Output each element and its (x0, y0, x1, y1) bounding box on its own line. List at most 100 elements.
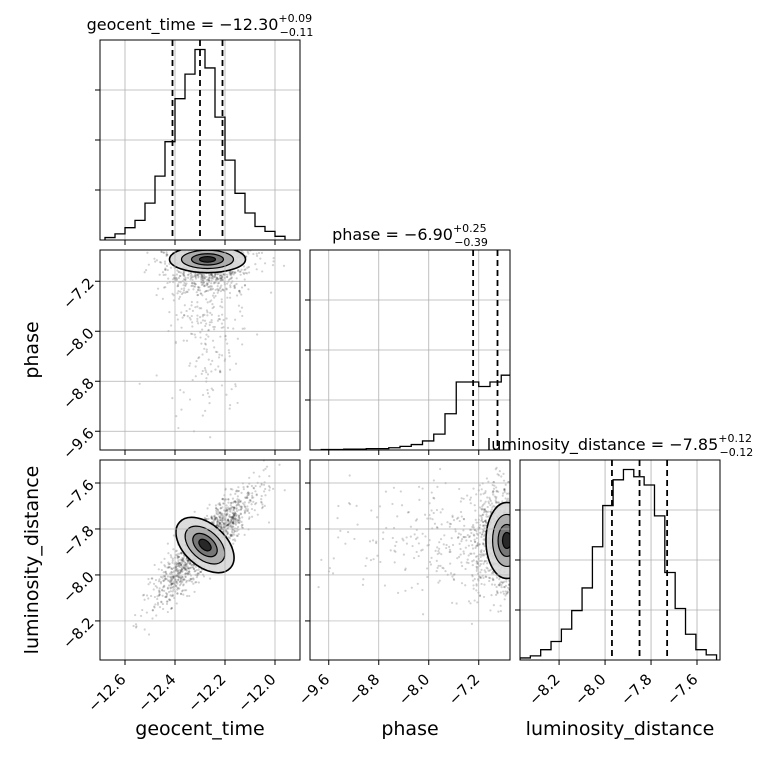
scatter-point (151, 617, 154, 620)
scatter-point (194, 283, 197, 286)
scatter-point (167, 561, 170, 564)
scatter-point (219, 511, 222, 515)
scatter-point (489, 510, 492, 513)
hist-bar-1-18 (513, 260, 524, 450)
scatter-point (214, 504, 218, 507)
scatter-point (195, 581, 198, 584)
scatter-point (494, 497, 498, 500)
scatter-point (243, 278, 246, 281)
scatter-point (195, 274, 198, 277)
scatter-point (240, 507, 243, 510)
scatter-point (218, 276, 221, 279)
scatter-point (218, 521, 222, 524)
scatter-point (218, 516, 222, 520)
scatter-point (234, 520, 237, 523)
scatter-point (211, 274, 214, 277)
scatter-point (211, 306, 214, 310)
scatter-point (503, 490, 506, 494)
scatter-point (479, 571, 482, 574)
scatter-point (328, 567, 331, 570)
scatter-point (238, 290, 241, 293)
scatter-point (400, 504, 404, 507)
scatter-point (426, 517, 429, 520)
scatter-point (196, 301, 199, 304)
scatter-point (230, 505, 233, 509)
scatter-point (184, 572, 188, 576)
scatter-point (169, 266, 173, 269)
scatter-point (203, 367, 207, 370)
hist-bar-1-13 (456, 382, 467, 450)
scatter-point (216, 350, 219, 354)
scatter-point (175, 415, 178, 418)
scatter-point (222, 273, 226, 276)
scatter-point (153, 257, 156, 260)
scatter-point (187, 572, 190, 576)
scatter-point (204, 324, 207, 328)
scatter-point (232, 542, 235, 545)
scatter-point (207, 335, 210, 338)
scatter-point (196, 314, 199, 317)
scatter-point (197, 293, 200, 297)
scatter-point (194, 375, 197, 378)
scatter-point (159, 261, 162, 264)
scatter-point (163, 262, 167, 265)
scatter-point (228, 537, 231, 540)
scatter-point (155, 259, 159, 262)
scatter-point (165, 596, 168, 599)
scatter-point (469, 602, 472, 605)
scatter-point (478, 559, 482, 563)
scatter-point (214, 288, 217, 291)
scatter-point (193, 282, 196, 285)
scatter-point (436, 552, 439, 556)
scatter-point (177, 562, 181, 565)
scatter-point (504, 483, 507, 486)
scatter-point (245, 495, 249, 498)
scatter-point (493, 583, 496, 586)
scatter-point (466, 558, 469, 561)
yaxis-label-1: phase (21, 321, 43, 378)
scatter-point (222, 326, 225, 329)
scatter-point (267, 521, 271, 524)
scatter-point (175, 278, 179, 282)
scatter-point (205, 278, 209, 282)
scatter-point (164, 575, 167, 578)
scatter-point (451, 514, 454, 517)
scatter-point (480, 568, 483, 571)
scatter-point (496, 592, 499, 595)
scatter-point (164, 570, 167, 573)
scatter-point (235, 490, 238, 493)
scatter-point (471, 544, 474, 547)
scatter-point (483, 524, 486, 527)
scatter-point (479, 576, 483, 580)
scatter-point (474, 509, 477, 512)
scatter-point (191, 565, 194, 569)
scatter-point (188, 316, 191, 319)
scatter-point (199, 292, 202, 295)
scatter-point (226, 524, 229, 527)
scatter-point (230, 272, 233, 275)
scatter-point (221, 275, 224, 278)
scatter-point (216, 519, 219, 523)
scatter-point (502, 592, 506, 595)
scatter-point (170, 595, 173, 598)
scatter-point (182, 273, 185, 277)
scatter-point (417, 485, 421, 488)
scatter-point (200, 307, 203, 310)
scatter-point (247, 501, 251, 504)
scatter-point (263, 490, 266, 493)
scatter-point (462, 518, 466, 521)
scatter-point (175, 567, 178, 570)
scatter-point (161, 594, 164, 597)
scatter-point (187, 559, 190, 562)
scatter-point (482, 595, 486, 599)
scatter-point (375, 540, 378, 543)
scatter-point (247, 491, 250, 494)
scatter-point (433, 497, 436, 500)
scatter-point (145, 611, 148, 614)
scatter-point (207, 289, 210, 292)
scatter-point (236, 490, 239, 493)
scatter-point (219, 518, 222, 522)
scatter-point (471, 575, 474, 578)
scatter-point (226, 533, 229, 536)
scatter-point (458, 487, 461, 491)
